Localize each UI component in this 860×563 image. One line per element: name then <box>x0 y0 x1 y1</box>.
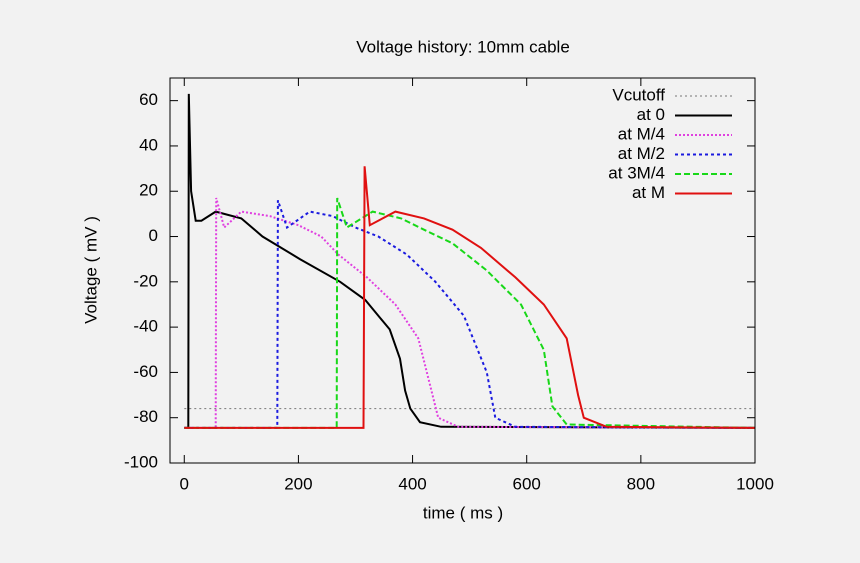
y-tick-label: -40 <box>133 317 158 336</box>
y-tick-label: 60 <box>139 90 158 109</box>
y-tick-label: -20 <box>133 271 158 290</box>
y-tick-label: -80 <box>133 407 158 426</box>
y-axis-label: Voltage ( mV ) <box>81 216 100 324</box>
legend-label: at M/4 <box>618 124 665 143</box>
x-tick-label: 400 <box>398 474 426 493</box>
y-tick-label: -100 <box>124 452 158 471</box>
x-tick-label: 600 <box>513 474 541 493</box>
legend-label: at 0 <box>637 105 665 124</box>
x-tick-label: 800 <box>627 474 655 493</box>
y-tick-label: 0 <box>149 226 158 245</box>
series-line <box>184 197 756 429</box>
plot-frame <box>169 77 756 464</box>
y-tick-label: 40 <box>139 135 158 154</box>
series-line <box>184 93 756 429</box>
legend-label: at M/2 <box>618 144 665 163</box>
legend-label: at M <box>632 183 665 202</box>
x-tick-label: 200 <box>284 474 312 493</box>
legend-label: at 3M/4 <box>608 163 665 182</box>
series-line <box>184 166 756 429</box>
x-tick-label: 0 <box>180 474 189 493</box>
x-axis-label: time ( ms ) <box>423 503 503 522</box>
y-tick-label: 20 <box>139 181 158 200</box>
series-line <box>184 197 756 429</box>
y-tick-label: -60 <box>133 362 158 381</box>
x-tick-label: 1000 <box>736 474 774 493</box>
legend-label: Vcutoff <box>612 85 665 104</box>
series-line <box>184 199 756 429</box>
chart-title: Voltage history: 10mm cable <box>356 37 570 56</box>
